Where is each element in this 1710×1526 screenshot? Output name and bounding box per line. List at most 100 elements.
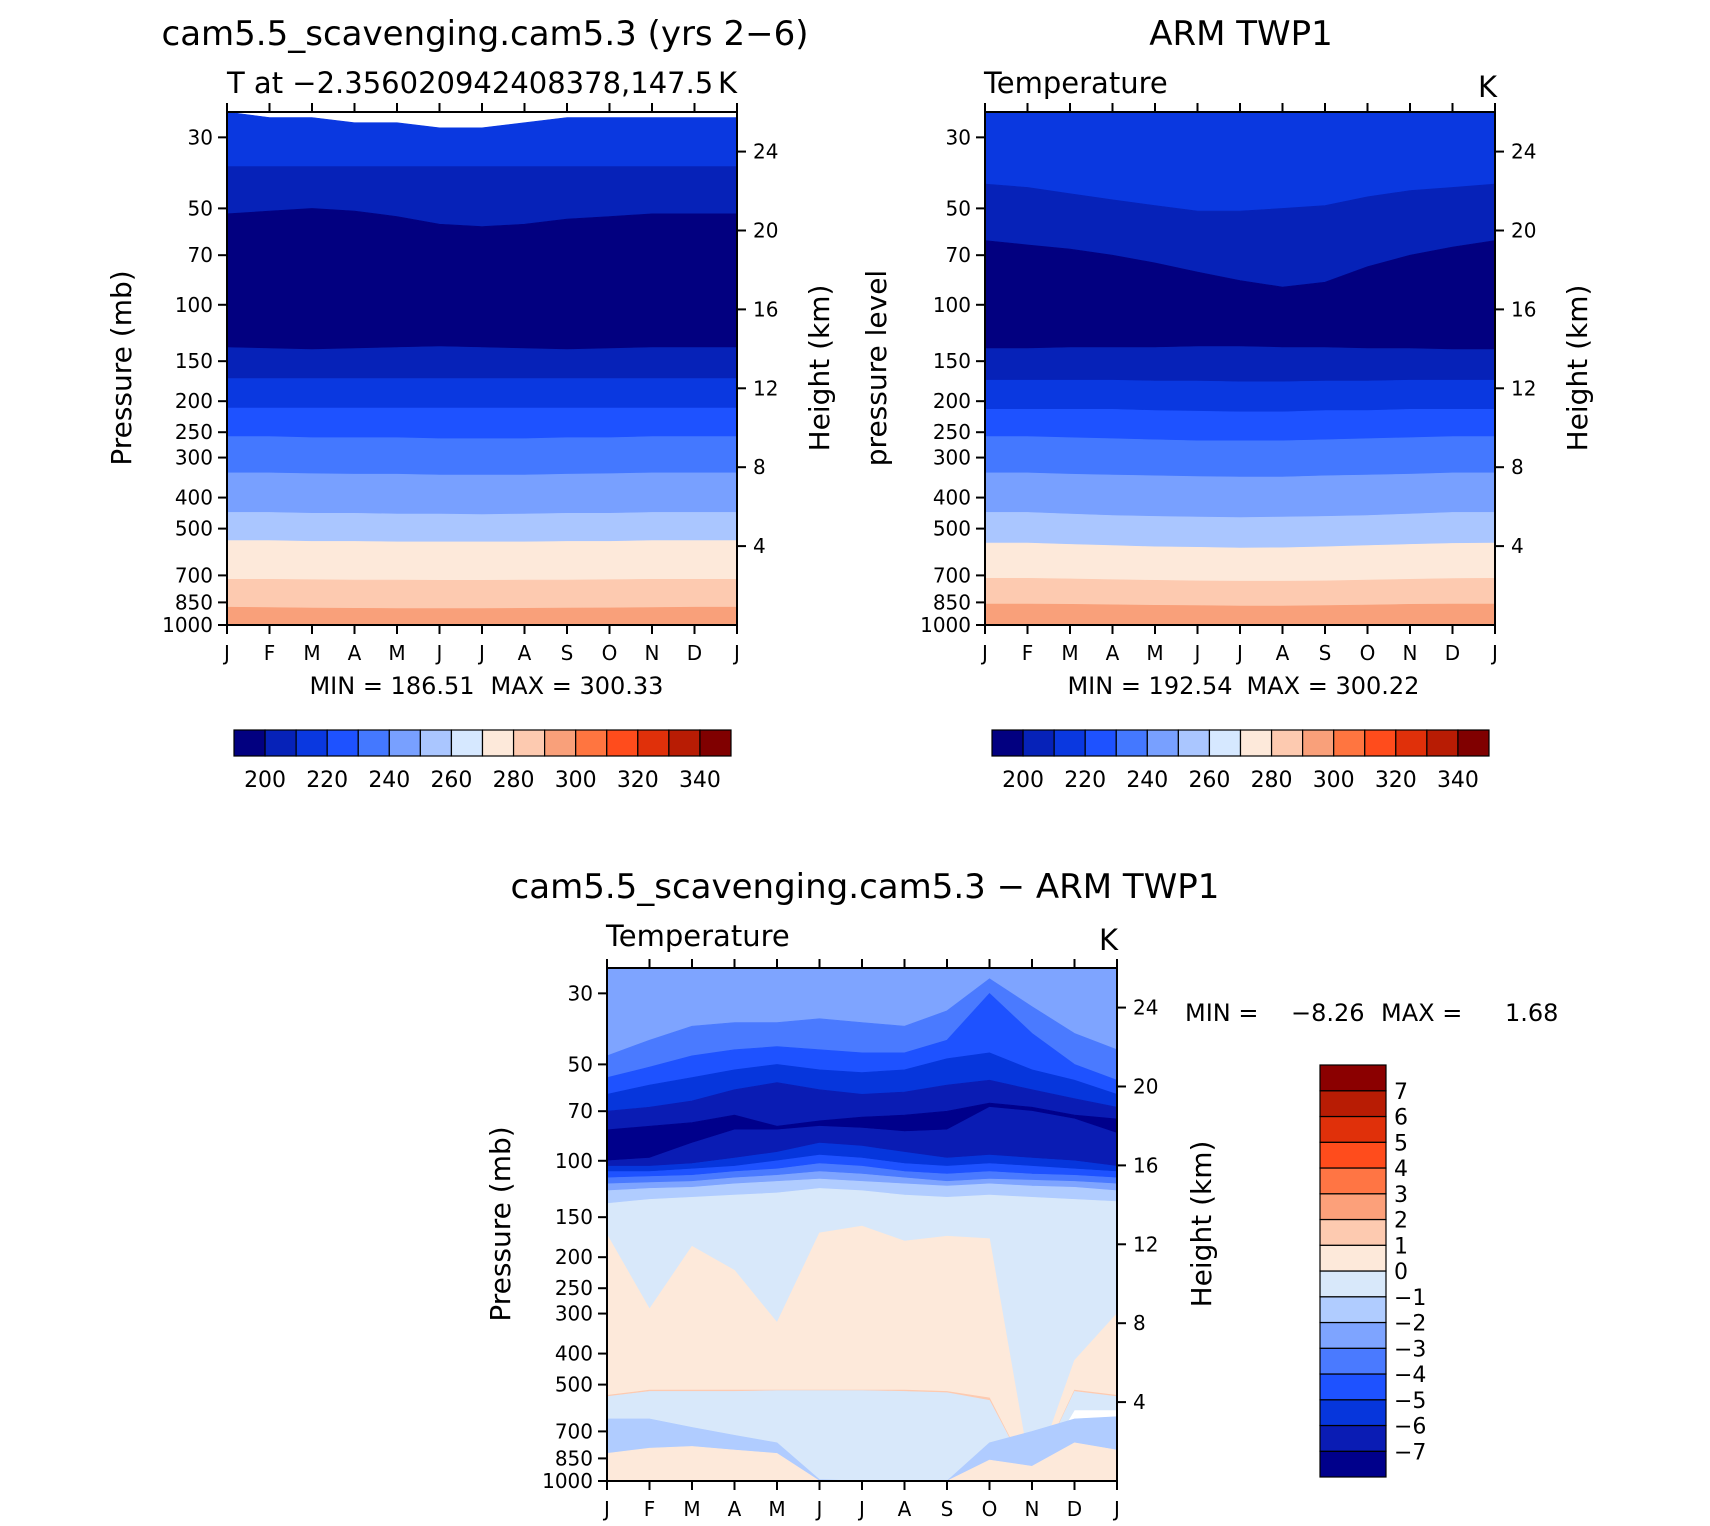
colorbar-swatch <box>1319 1193 1387 1221</box>
contour-band <box>227 436 737 476</box>
colorbar-swatch <box>1319 1270 1387 1298</box>
x-tick-label: S <box>561 641 574 665</box>
y-tick-label: 700 <box>555 1419 593 1443</box>
y-tick-label: 1000 <box>162 613 213 637</box>
colorbar-swatch <box>1319 1115 1387 1143</box>
contour-band <box>985 542 1495 582</box>
colorbar-label: −3 <box>1394 1337 1426 1362</box>
x-tick-label: M <box>1146 641 1163 665</box>
y-tick-label: 300 <box>555 1302 593 1326</box>
panel-subtitle-left: Temperature <box>983 66 1168 100</box>
y-tick-label: 30 <box>568 981 593 1005</box>
height-tick-label: 12 <box>1133 1232 1158 1256</box>
colorbar-swatch <box>1319 1321 1387 1349</box>
max-value: 1.68 <box>1505 999 1558 1027</box>
colorbar-swatch <box>1302 729 1335 757</box>
contour-band <box>985 472 1495 518</box>
colorbar-swatch <box>295 729 328 757</box>
y-tick-label: 70 <box>568 1099 593 1123</box>
colorbar-label: 220 <box>1064 768 1106 793</box>
contour-plot-area <box>985 112 1495 625</box>
x-tick-label: F <box>644 1497 656 1521</box>
y-axis-label-left: Pressure (mb) <box>105 270 138 465</box>
height-tick-label: 16 <box>753 297 778 321</box>
colorbar-label: 300 <box>555 768 597 793</box>
height-tick-label: 24 <box>1511 140 1536 164</box>
x-tick-label: A <box>728 1497 742 1521</box>
colorbar-label: 340 <box>679 768 721 793</box>
colorbar-swatch <box>1319 1424 1387 1452</box>
colorbar-swatch <box>1319 1218 1387 1246</box>
height-tick-label: 24 <box>753 140 778 164</box>
colorbar-swatch <box>1084 729 1117 757</box>
height-tick-label: 8 <box>1511 455 1524 479</box>
height-tick-label: 20 <box>1133 1074 1158 1098</box>
height-tick-label: 12 <box>753 376 778 400</box>
x-tick-label: F <box>264 641 276 665</box>
colorbar-swatch <box>637 729 670 757</box>
contour-band <box>985 603 1495 625</box>
contour-band <box>985 408 1495 442</box>
x-tick-label: J <box>1490 641 1498 665</box>
panel-subtitle-left: T at −2.356020942408378,147.5 <box>226 66 713 100</box>
colorbar-swatch <box>264 729 297 757</box>
colorbar-label: 0 <box>1394 1260 1408 1285</box>
colorbar-label: −2 <box>1394 1312 1426 1337</box>
contour-band <box>227 208 737 350</box>
colorbar-swatch <box>1319 1399 1387 1427</box>
height-tick-label: 20 <box>753 218 778 242</box>
colorbar-label: 240 <box>368 768 410 793</box>
height-tick-label: 20 <box>1511 218 1536 242</box>
colorbar-label: 240 <box>1126 768 1168 793</box>
colorbar-swatch <box>419 729 453 757</box>
y-axis-label-left: Pressure (mb) <box>484 1126 517 1321</box>
colorbar-swatch <box>233 729 266 757</box>
colorbar: 200 220 240 260 280 300 320 340 <box>233 729 732 793</box>
colorbar-label: 7 <box>1394 1080 1408 1105</box>
colorbar-label: 320 <box>1375 768 1417 793</box>
colorbar-swatch <box>1426 729 1459 757</box>
y-axis-label-left: pressure level <box>860 270 893 466</box>
colorbar-swatch <box>575 729 608 757</box>
y-tick-label: 200 <box>175 389 213 413</box>
x-tick-label: N <box>1025 1497 1040 1521</box>
x-tick-label: D <box>1445 641 1460 665</box>
colorbar-label: 260 <box>430 768 472 793</box>
colorbar-swatch <box>1319 1167 1387 1195</box>
colorbar-swatch <box>388 729 421 757</box>
colorbar-label: 340 <box>1437 768 1479 793</box>
x-tick-label: J <box>980 641 988 665</box>
height-tick-label: 16 <box>1133 1153 1158 1177</box>
colorbar-swatch <box>1395 729 1428 757</box>
y-axis-label-right: Height (km) <box>1561 285 1594 452</box>
colorbar-label: 4 <box>1394 1157 1408 1182</box>
colorbar-label: 5 <box>1394 1131 1408 1156</box>
colorbar-swatch <box>1319 1064 1387 1092</box>
x-tick-label: M <box>1061 641 1078 665</box>
colorbar-swatch <box>1319 1141 1387 1169</box>
y-tick-label: 50 <box>568 1052 593 1076</box>
colorbar-swatch <box>481 729 515 757</box>
colorbar-swatch <box>544 729 577 757</box>
x-tick-label: O <box>602 641 618 665</box>
max-value-label: MAX = <box>1381 999 1462 1027</box>
y-tick-label: 500 <box>175 517 213 541</box>
min-value-label: MIN = <box>1185 999 1258 1027</box>
y-tick-label: 150 <box>933 349 971 373</box>
y-tick-label: 1000 <box>920 613 971 637</box>
contour-band <box>227 540 737 581</box>
y-tick-label: 100 <box>555 1149 593 1173</box>
model-temperature-panel: cam5.5_scavenging.cam5.3 (yrs 2−6) T at … <box>105 14 836 793</box>
y-tick-label: 1000 <box>542 1469 593 1493</box>
colorbar-label: 200 <box>244 768 286 793</box>
colorbar-swatch <box>1457 729 1490 757</box>
y-tick-label: 70 <box>188 243 213 267</box>
x-tick-label: A <box>1276 641 1290 665</box>
x-tick-label: J <box>1112 1497 1120 1521</box>
contour-band <box>985 512 1495 549</box>
panel-units: K <box>1478 70 1498 104</box>
colorbar-swatch <box>512 729 546 757</box>
panel-title: ARM TWP1 <box>1149 14 1333 54</box>
